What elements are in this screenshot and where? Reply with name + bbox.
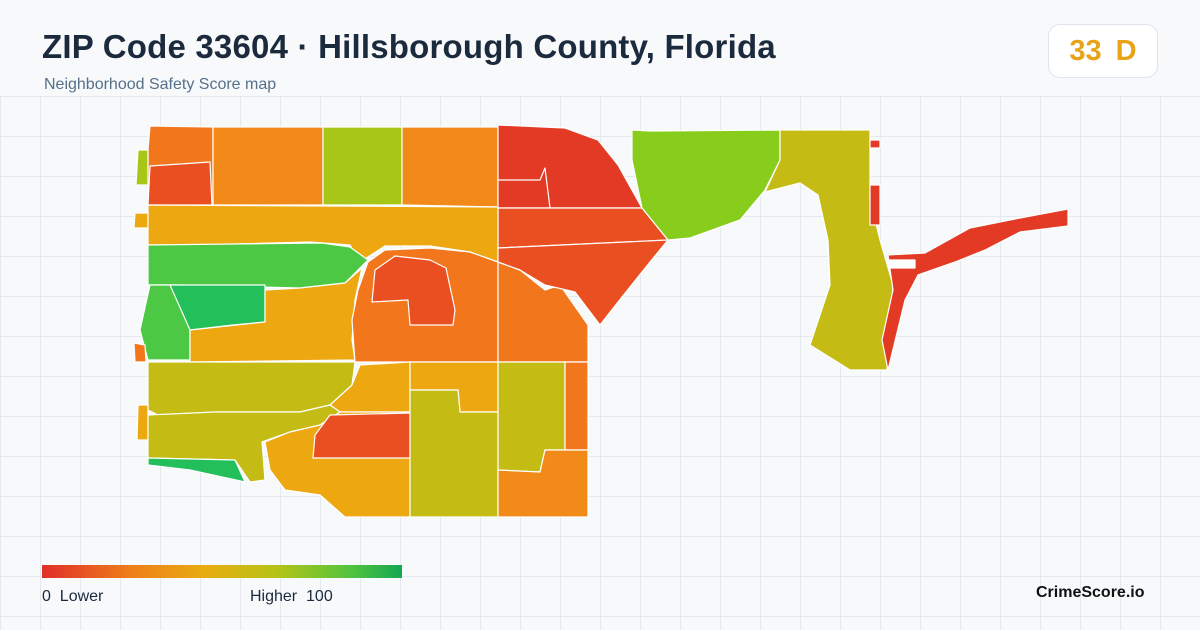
page-subtitle: Neighborhood Safety Score map [44, 76, 277, 93]
map-region[interactable] [322, 126, 403, 206]
map-region[interactable] [497, 449, 589, 518]
map-region[interactable] [869, 184, 881, 226]
map-region[interactable] [189, 267, 363, 363]
map-region[interactable] [133, 212, 149, 229]
legend-low-label: 0 Lower [42, 588, 103, 606]
map-region[interactable] [401, 126, 499, 208]
legend-high-value: 100 [306, 588, 333, 605]
legend-gradient-bar [42, 565, 402, 578]
map-region[interactable] [312, 412, 411, 459]
brand-logo-text[interactable]: CrimeScore.io [1036, 584, 1145, 601]
score-value: 33 [1069, 34, 1102, 67]
map-region[interactable] [147, 457, 246, 483]
map-region[interactable] [631, 129, 781, 241]
safety-score-badge: 33 D [1048, 24, 1158, 78]
map-region[interactable] [409, 389, 499, 518]
map-region[interactable] [497, 239, 669, 326]
map-region[interactable] [497, 167, 551, 209]
map-region[interactable] [371, 255, 456, 326]
map-region[interactable] [881, 208, 1069, 371]
page-title: ZIP Code 33604 · Hillsborough County, Fl… [42, 28, 776, 65]
map-region[interactable] [147, 161, 213, 206]
map-region[interactable] [212, 126, 324, 206]
map-region[interactable] [869, 139, 881, 149]
legend-low-text: Lower [59, 588, 104, 605]
map-region[interactable] [136, 404, 149, 441]
map-region[interactable] [564, 361, 589, 451]
map-region[interactable] [887, 259, 916, 269]
legend-high-label: Higher 100 [250, 588, 333, 606]
legend-low-value: 0 [42, 588, 51, 605]
map-region[interactable] [133, 342, 147, 363]
map-region[interactable] [147, 242, 369, 289]
score-grade: D [1115, 34, 1137, 67]
legend-high-text: Higher [250, 588, 298, 605]
map-region[interactable] [764, 129, 894, 371]
map-region[interactable] [135, 149, 149, 186]
